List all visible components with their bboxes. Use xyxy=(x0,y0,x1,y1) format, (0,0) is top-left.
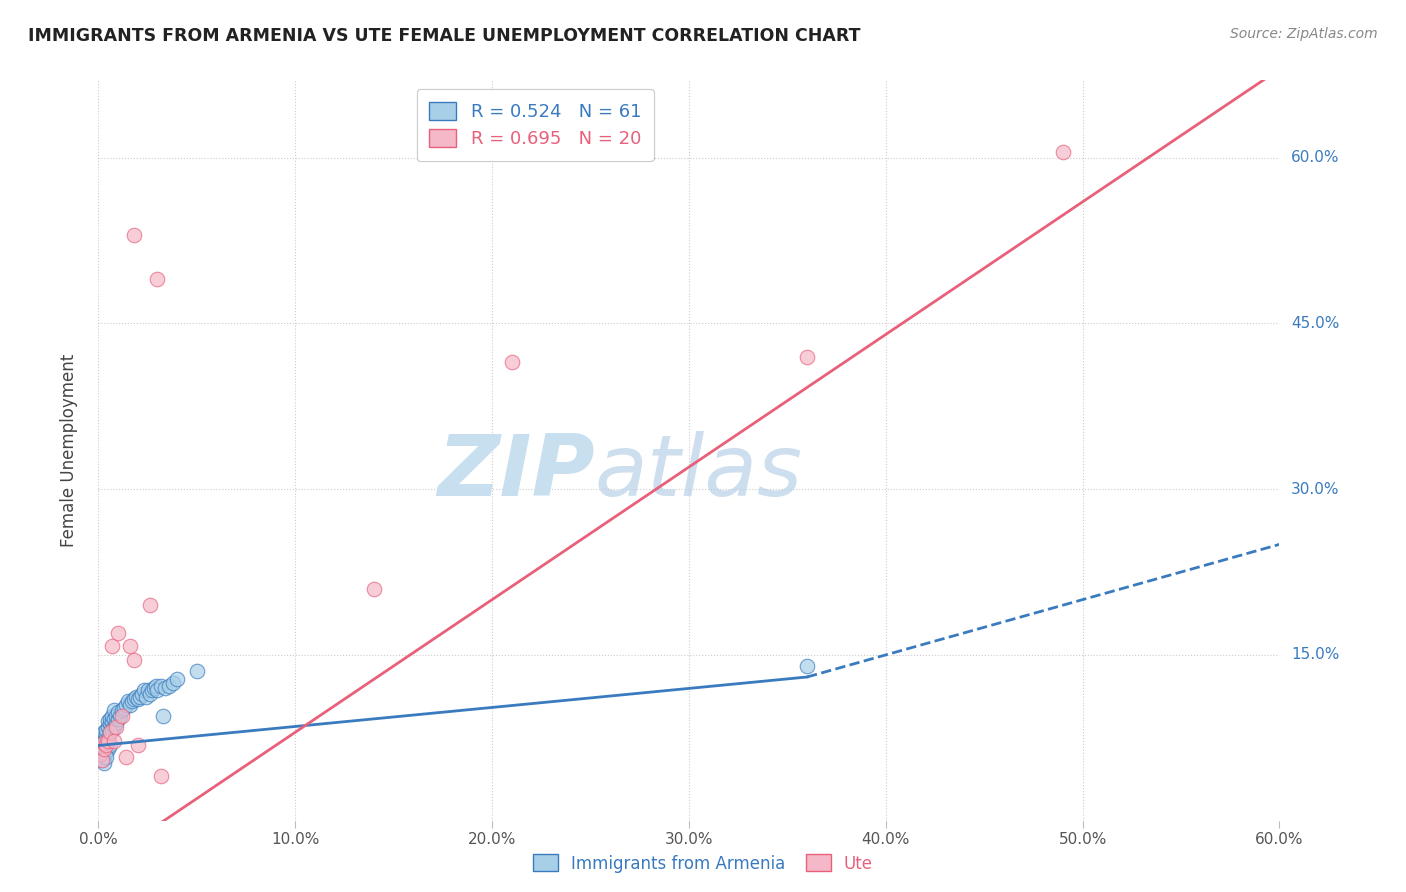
Point xyxy=(111,708,134,723)
Text: Source: ZipAtlas.com: Source: ZipAtlas.com xyxy=(1230,27,1378,41)
Point xyxy=(122,692,145,706)
Point xyxy=(127,692,149,706)
Point xyxy=(145,679,167,693)
Point xyxy=(101,639,124,653)
Point xyxy=(107,625,129,640)
Point xyxy=(122,227,145,242)
Point xyxy=(91,741,114,756)
Point xyxy=(93,736,115,750)
Point xyxy=(98,725,121,739)
Text: atlas: atlas xyxy=(595,431,803,514)
Point xyxy=(146,272,169,286)
Point xyxy=(132,683,155,698)
Point xyxy=(96,736,118,750)
Point xyxy=(97,731,120,745)
Point xyxy=(105,708,128,723)
Point xyxy=(101,714,124,729)
Point xyxy=(501,355,523,369)
Point xyxy=(121,694,143,708)
Point xyxy=(131,687,153,701)
Point xyxy=(96,739,118,753)
Point xyxy=(166,672,188,686)
Point xyxy=(96,727,118,741)
Point xyxy=(142,681,165,695)
Point xyxy=(122,653,145,667)
Point xyxy=(98,716,121,731)
Point xyxy=(1052,145,1074,160)
Point xyxy=(98,725,121,739)
Point xyxy=(796,350,818,364)
Text: 60.0%: 60.0% xyxy=(1291,150,1340,165)
Point xyxy=(93,739,115,753)
Point xyxy=(103,720,125,734)
Legend: R = 0.524   N = 61, R = 0.695   N = 20: R = 0.524 N = 61, R = 0.695 N = 20 xyxy=(416,89,654,161)
Point xyxy=(152,708,174,723)
Point xyxy=(127,739,149,753)
Point xyxy=(150,679,173,693)
Point xyxy=(93,734,115,748)
Point xyxy=(146,683,169,698)
Point xyxy=(157,679,180,693)
Point xyxy=(105,720,128,734)
Point xyxy=(93,756,115,771)
Point xyxy=(115,698,138,712)
Point xyxy=(115,749,138,764)
Text: 45.0%: 45.0% xyxy=(1291,316,1340,331)
Text: 15.0%: 15.0% xyxy=(1291,648,1340,663)
Point xyxy=(93,749,115,764)
Point xyxy=(117,694,139,708)
Y-axis label: Female Unemployment: Female Unemployment xyxy=(59,354,77,547)
Point xyxy=(97,741,120,756)
Point xyxy=(125,690,148,704)
Point xyxy=(138,598,160,612)
Point xyxy=(91,731,114,745)
Text: IMMIGRANTS FROM ARMENIA VS UTE FEMALE UNEMPLOYMENT CORRELATION CHART: IMMIGRANTS FROM ARMENIA VS UTE FEMALE UN… xyxy=(28,27,860,45)
Point xyxy=(96,749,118,764)
Point xyxy=(136,683,159,698)
Point xyxy=(97,734,120,748)
Point xyxy=(89,736,111,750)
Point xyxy=(101,723,124,737)
Point xyxy=(150,769,173,783)
Point xyxy=(155,681,177,695)
Point xyxy=(98,712,121,726)
Point xyxy=(91,753,114,767)
Point xyxy=(186,665,208,679)
Point xyxy=(103,734,125,748)
Point xyxy=(91,753,114,767)
Point xyxy=(118,639,141,653)
Point xyxy=(135,690,157,704)
Point xyxy=(89,747,111,762)
Point xyxy=(107,712,129,726)
Point xyxy=(141,683,163,698)
Point xyxy=(118,698,141,712)
Point xyxy=(96,723,118,737)
Point xyxy=(97,720,120,734)
Point xyxy=(98,739,121,753)
Point xyxy=(108,708,131,723)
Point xyxy=(97,714,120,729)
Text: 30.0%: 30.0% xyxy=(1291,482,1340,497)
Legend: Immigrants from Armenia, Ute: Immigrants from Armenia, Ute xyxy=(526,847,880,880)
Point xyxy=(128,690,150,704)
Point xyxy=(112,701,135,715)
Point xyxy=(162,675,184,690)
Text: ZIP: ZIP xyxy=(437,431,595,514)
Point xyxy=(363,582,385,596)
Point xyxy=(107,706,129,720)
Point xyxy=(93,725,115,739)
Point xyxy=(105,716,128,731)
Point xyxy=(89,747,111,762)
Point xyxy=(103,712,125,726)
Point xyxy=(101,708,124,723)
Point xyxy=(138,687,160,701)
Point xyxy=(103,703,125,717)
Point xyxy=(111,703,134,717)
Point xyxy=(93,741,115,756)
Point xyxy=(96,745,118,759)
Point xyxy=(796,659,818,673)
